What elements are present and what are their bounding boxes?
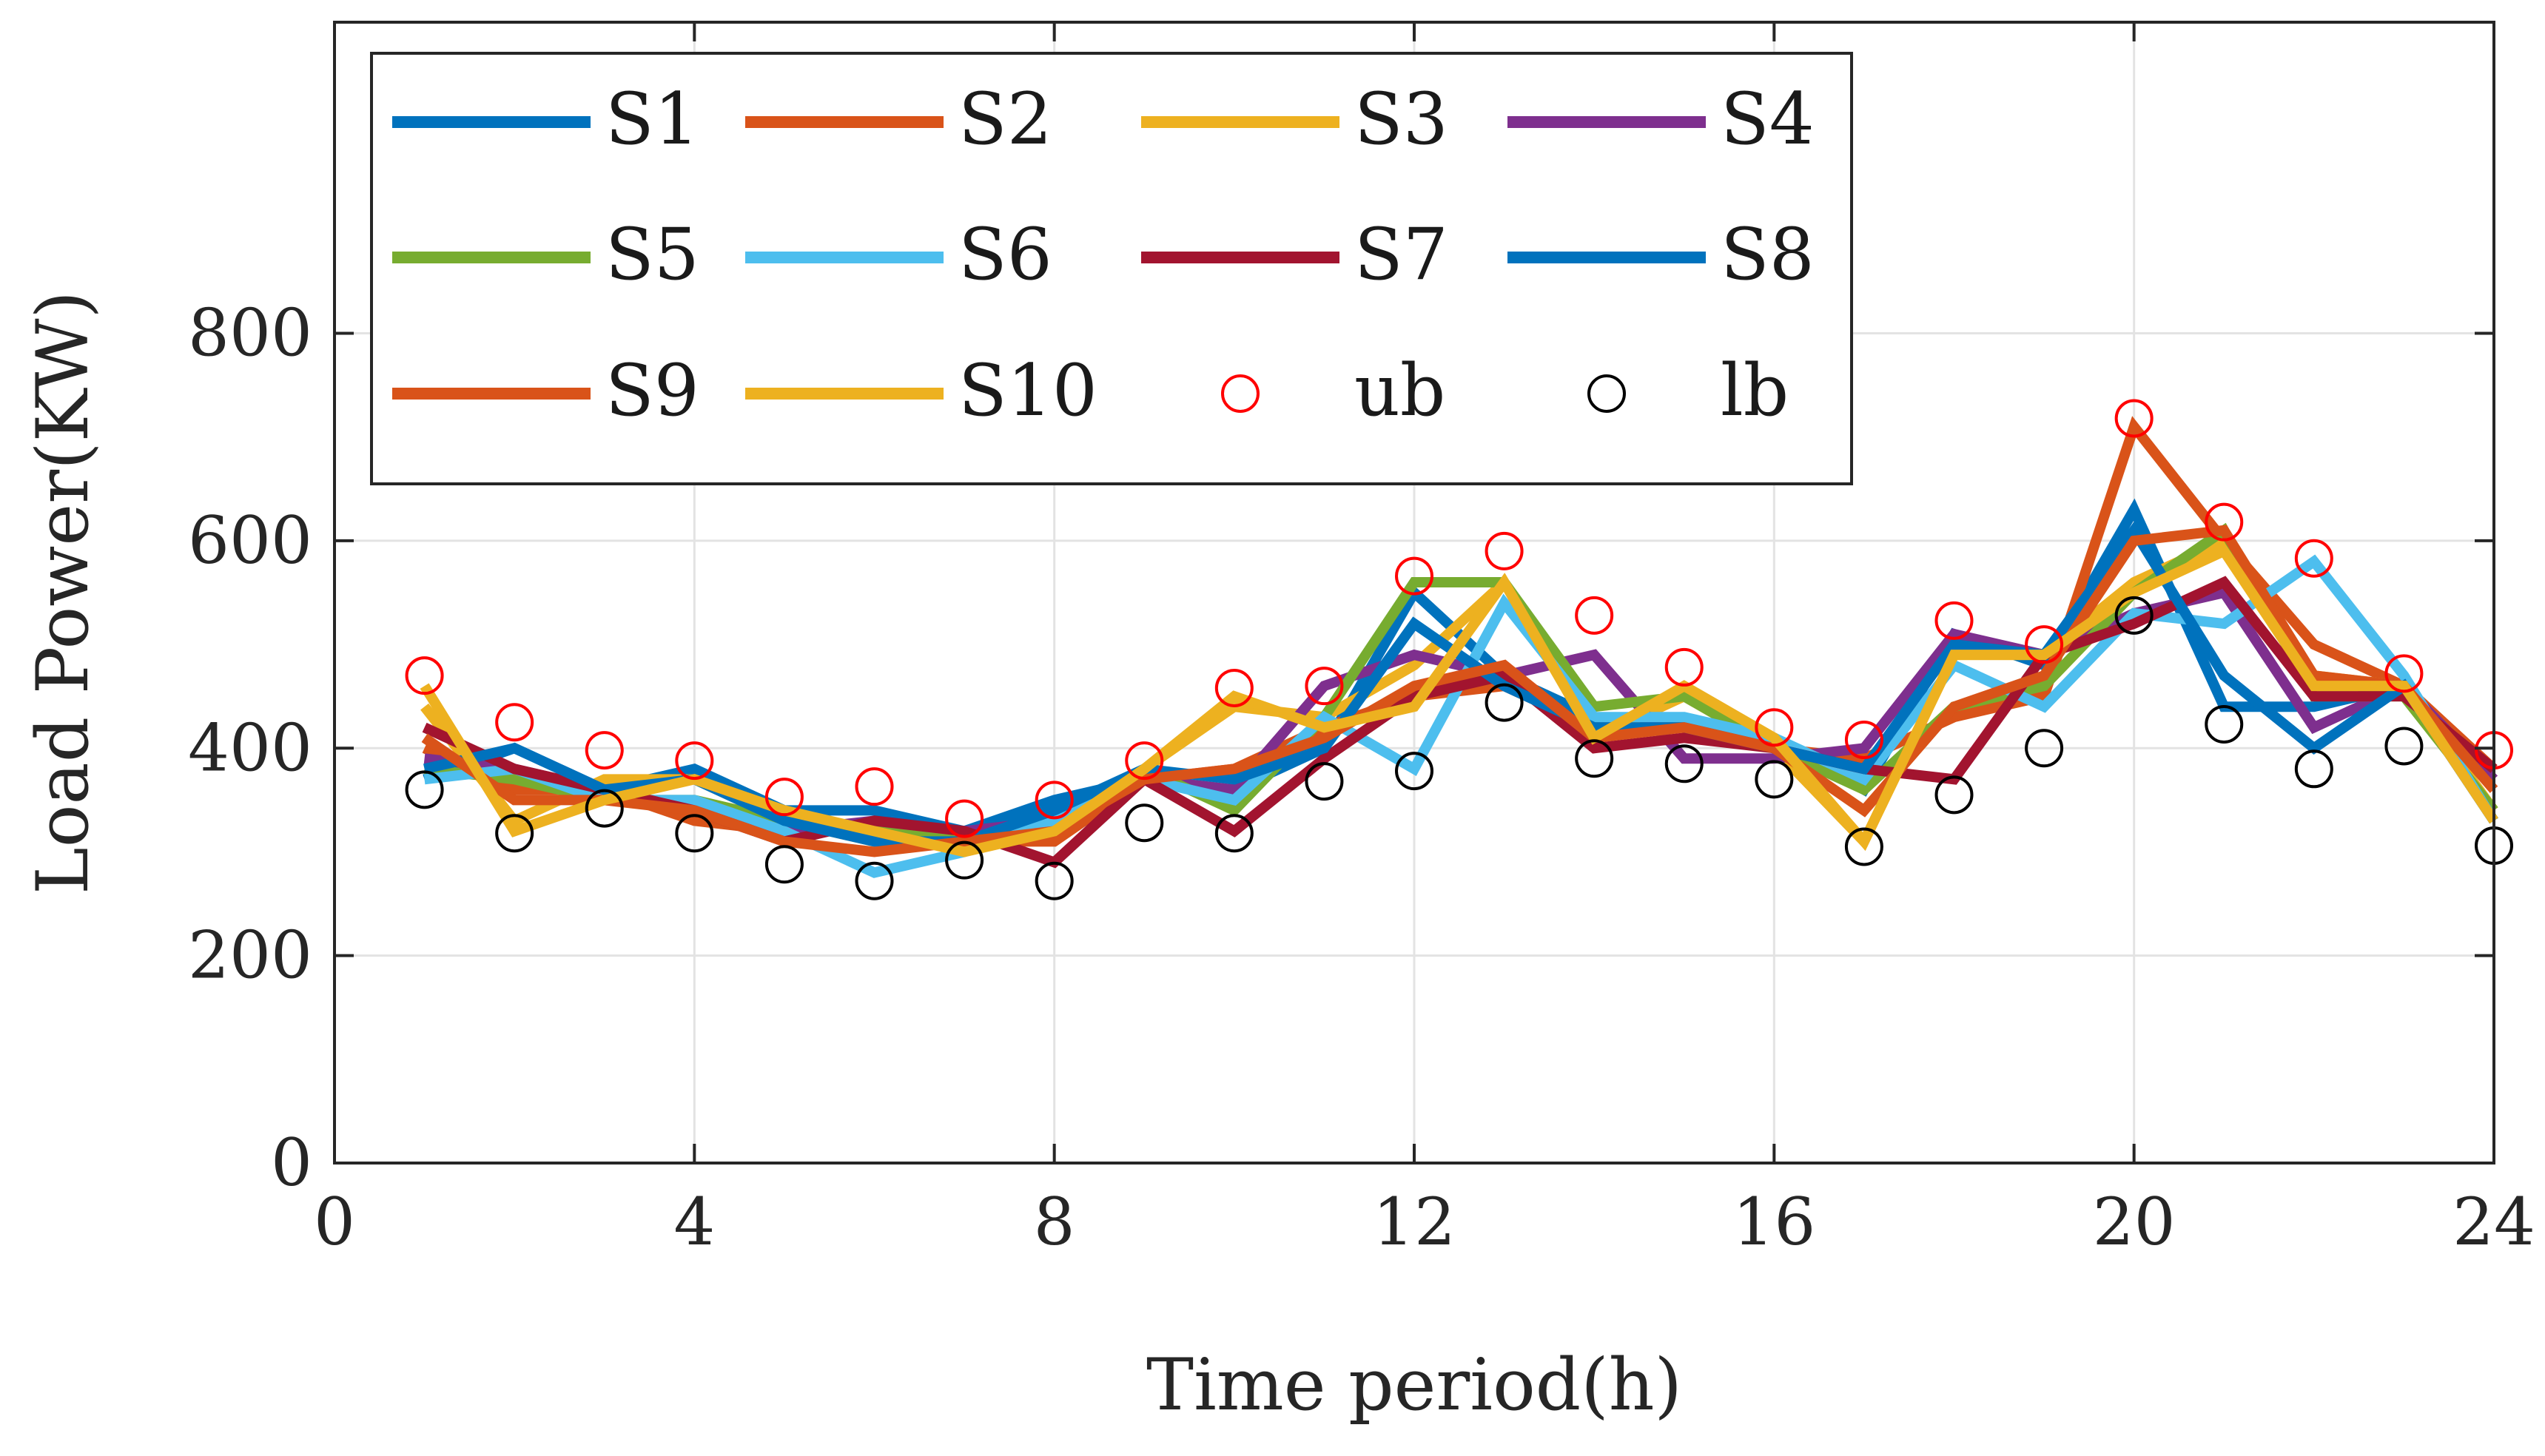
series-line-s8 (423, 521, 2498, 847)
axis-ticks: 0 4 8 12 16 20 24 0 200 400 600 800 (188, 22, 2535, 1260)
x-tick-label: 4 (673, 1184, 715, 1260)
marker-ub (1035, 781, 1074, 820)
marker-lb (1664, 744, 1704, 783)
marker-ub (764, 778, 804, 817)
marker-ub (945, 799, 984, 838)
series-lines (420, 416, 2498, 878)
marker-lb (1395, 752, 1433, 791)
legend-label-ub: ub (1354, 349, 1445, 432)
marker-lb (764, 845, 804, 884)
y-tick-label: 0 (271, 1125, 312, 1201)
marker-lb (855, 861, 894, 900)
marker-ub (1125, 741, 1164, 781)
marker-ub (1214, 668, 1254, 707)
legend: S1 S2 S3 S4 S5 S6 S7 S8 S9 S10 ub lb (370, 52, 1853, 485)
marker-lb (675, 814, 714, 853)
marker-ub (2025, 625, 2064, 664)
marker-ub (1844, 721, 1883, 760)
legend-label-s5: S5 (605, 213, 699, 296)
series-line-s9 (421, 525, 2498, 857)
legend-label-s6: S6 (958, 213, 1052, 296)
marker-lb (1934, 775, 1974, 815)
marker-lb (1844, 827, 1883, 866)
marker-lb (495, 814, 534, 853)
marker-ub (585, 731, 624, 770)
marker-ub (495, 703, 534, 742)
marker-lb (585, 789, 624, 828)
marker-lb (2114, 596, 2154, 635)
marker-ub (1934, 601, 1974, 640)
marker-ub (855, 767, 894, 806)
marker-lb (1305, 762, 1344, 801)
legend-label-s2: S2 (958, 78, 1052, 161)
x-tick-label: 8 (1034, 1184, 1075, 1260)
marker-lb (405, 770, 444, 809)
marker-lb (2025, 729, 2064, 768)
legend-label-s8: S8 (1721, 213, 1815, 296)
y-axis-label: Load Power(KW) (21, 291, 104, 894)
x-tick-label: 12 (1373, 1184, 1456, 1260)
marker-ub (1664, 647, 1704, 687)
marker-lb (2205, 705, 2244, 744)
x-tick-label: 24 (2452, 1184, 2535, 1260)
marker-ub (405, 656, 444, 695)
marker-ub (2114, 399, 2154, 438)
x-tick-label: 20 (2093, 1184, 2176, 1260)
marker-lb (2294, 749, 2333, 789)
marker-lb (1214, 814, 1254, 853)
marker-lb (945, 840, 984, 880)
legend-label-s3: S3 (1354, 78, 1448, 161)
marker-ub (1575, 596, 1614, 635)
marker-lb (1485, 683, 1524, 722)
marker-ub (1485, 531, 1524, 570)
marker-lb (2384, 727, 2424, 766)
legend-label-s10: S10 (958, 349, 1097, 432)
y-tick-label: 800 (188, 295, 312, 371)
marker-ub (675, 741, 714, 781)
x-tick-label: 0 (314, 1184, 355, 1260)
x-tick-label: 16 (1732, 1184, 1815, 1260)
bound-markers (405, 399, 2513, 900)
marker-ub (1305, 667, 1344, 706)
marker-lb (1035, 861, 1074, 900)
y-tick-label: 400 (188, 710, 312, 786)
marker-ub (2205, 502, 2244, 542)
marker-ub (2294, 539, 2333, 578)
legend-swatch-ub (1221, 374, 1260, 413)
marker-ub (1395, 556, 1433, 596)
x-axis-label: Time period(h) (1146, 1344, 1682, 1426)
marker-lb (1575, 739, 1614, 778)
legend-label-lb: lb (1721, 349, 1789, 432)
legend-label-s7: S7 (1354, 213, 1448, 296)
marker-ub (1755, 708, 1794, 747)
y-tick-label: 200 (188, 917, 312, 994)
legend-swatch-lb (1587, 374, 1626, 413)
marker-lb (1125, 803, 1164, 843)
marker-lb (1755, 760, 1794, 799)
legend-label-s9: S9 (605, 349, 699, 432)
marker-ub (2384, 654, 2424, 693)
y-tick-label: 600 (188, 502, 312, 579)
legend-label-s4: S4 (1721, 78, 1815, 161)
legend-label-s1: S1 (605, 78, 699, 161)
